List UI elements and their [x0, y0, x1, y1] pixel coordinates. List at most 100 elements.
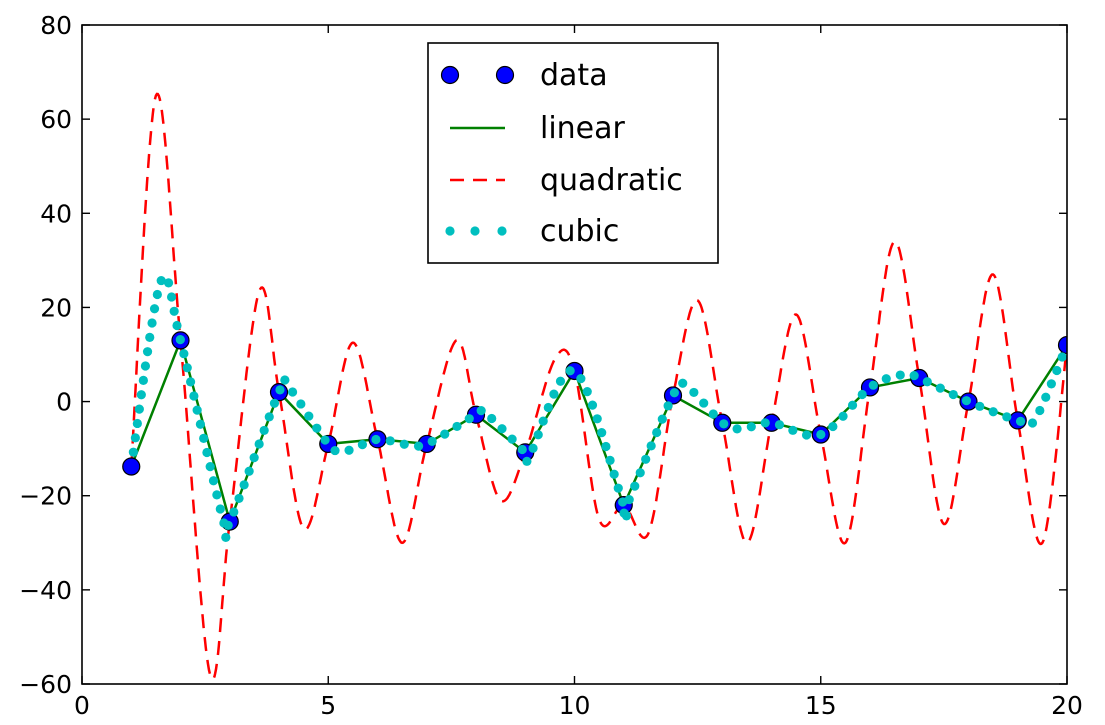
legend-label-cubic: cubic — [540, 214, 619, 249]
cubic-dot — [312, 423, 322, 433]
cubic-dot — [601, 441, 611, 452]
cubic-dot — [816, 429, 826, 440]
cubic-dot — [624, 494, 634, 505]
cubic-dot — [801, 430, 812, 440]
cubic-dot — [205, 462, 215, 472]
cubic-dot — [145, 332, 155, 342]
cubic-dot — [543, 402, 553, 413]
cubic-dot — [1035, 405, 1045, 416]
cubic-dot — [234, 493, 244, 504]
cubic-dot — [635, 468, 645, 478]
y-tick-label: 40 — [40, 199, 72, 228]
cubic-dot — [948, 389, 958, 400]
cubic-dot — [476, 406, 486, 416]
cubic-dot — [619, 508, 629, 518]
cubic-dot — [663, 401, 673, 411]
cubic-dot — [269, 398, 280, 408]
cubic-dot — [202, 447, 212, 458]
cubic-dot — [555, 376, 566, 386]
legend-label-linear: linear — [540, 111, 626, 146]
cubic-dot — [464, 414, 474, 424]
cubic-dot — [427, 436, 437, 446]
cubic-dot — [630, 481, 640, 491]
cubic-dot — [935, 383, 945, 393]
cubic-dot — [760, 418, 770, 428]
cubic-dot — [641, 454, 651, 464]
cubic-dot — [385, 436, 395, 446]
cubic-dot — [254, 439, 264, 449]
cubic-dot — [549, 389, 559, 399]
cubic-dot — [357, 440, 368, 450]
cubic-dot — [533, 430, 543, 440]
cubic-dot — [182, 363, 192, 373]
cubic-dot — [847, 400, 858, 410]
cubic-dot — [239, 480, 249, 490]
cubic-dot — [538, 416, 548, 426]
cubic-dot — [909, 371, 919, 381]
cubic-dot — [828, 421, 838, 432]
cubic-dot — [975, 401, 985, 411]
cubic-dot — [399, 439, 409, 449]
cubic-dot — [156, 275, 166, 286]
quadratic-line — [130, 92, 1067, 681]
cubic-dot — [587, 400, 598, 410]
cubic-dot — [517, 444, 527, 455]
cubic-dot — [163, 278, 174, 288]
cubic-dot — [179, 349, 189, 359]
legend-data-marker — [440, 65, 460, 85]
cubic-dot — [208, 476, 219, 486]
y-tick-label: −40 — [19, 576, 72, 605]
cubic-dot — [1027, 418, 1038, 428]
legend-cubic-dot — [470, 226, 480, 236]
cubic-dot — [708, 409, 718, 419]
cubic-dot — [413, 441, 424, 451]
cubic-dot — [296, 399, 306, 409]
cubic-dot — [166, 292, 177, 302]
data-point — [1057, 335, 1067, 355]
cubic-dot — [199, 433, 209, 444]
cubic-dot — [195, 419, 206, 429]
cubic-dot — [175, 335, 185, 345]
cubic-dot — [699, 398, 709, 408]
cubic-dot — [522, 456, 532, 466]
x-tick-label: 0 — [74, 691, 90, 720]
plot-area — [122, 92, 1067, 681]
cubic-dot — [657, 414, 667, 424]
cubic-dot — [264, 412, 274, 422]
cubic-dot — [1057, 352, 1067, 362]
cubic-dot — [1052, 365, 1062, 376]
x-tick-label: 5 — [320, 691, 336, 720]
cubic-dot — [189, 391, 199, 401]
cubic-dot — [895, 370, 905, 380]
y-tick-label: 20 — [40, 293, 72, 322]
cubic-dot — [1015, 416, 1026, 426]
cubic-dot — [244, 466, 254, 476]
cubic-dot — [838, 411, 848, 421]
cubic-dot — [215, 504, 225, 514]
legend-data-marker — [495, 65, 515, 85]
cubic-dot — [678, 378, 688, 388]
cubic-dot — [788, 425, 798, 435]
cubic-dot — [140, 361, 151, 371]
cubic-dot — [221, 532, 231, 542]
cubic-dot — [287, 387, 298, 397]
cubic-dot — [172, 320, 182, 331]
cubic-dot — [652, 427, 662, 438]
cubic-dot — [592, 414, 602, 424]
cubic-dot — [229, 507, 239, 517]
cubic-dot — [528, 443, 538, 453]
cubic-dot — [613, 483, 623, 493]
cubic-dot — [609, 469, 619, 479]
cubic-dot — [280, 375, 290, 385]
cubic-dot — [130, 433, 140, 443]
cubic-dot — [185, 377, 196, 387]
cubic-dot — [440, 429, 450, 439]
cubic-dot — [487, 413, 497, 424]
cubic-dot — [732, 424, 742, 434]
cubic-dot — [507, 434, 517, 444]
cubic-dot — [452, 421, 462, 432]
y-tick-label: 60 — [40, 105, 72, 134]
legend-label-quadratic: quadratic — [540, 163, 683, 198]
x-tick-label: 10 — [559, 691, 591, 720]
